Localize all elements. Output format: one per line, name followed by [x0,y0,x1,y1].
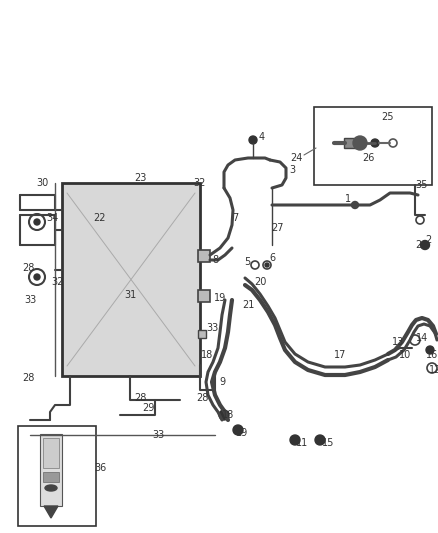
Text: 12: 12 [429,365,438,375]
Circle shape [420,240,430,249]
Text: 25: 25 [382,112,394,122]
Bar [198,250,210,262]
Text: 16: 16 [426,350,438,360]
Text: 18: 18 [222,410,234,420]
Bar [43,438,59,468]
Text: 18: 18 [201,350,213,360]
Text: 22: 22 [94,213,106,223]
Text: 33: 33 [206,323,218,333]
Text: 15: 15 [322,438,334,448]
Bar [43,472,59,482]
Text: 36: 36 [94,463,106,473]
Bar [40,434,62,506]
Text: 2: 2 [415,240,421,250]
Circle shape [249,136,257,144]
Text: 10: 10 [399,350,411,360]
Ellipse shape [45,485,57,491]
Text: 19: 19 [214,293,226,303]
Text: 17: 17 [334,350,346,360]
Text: 1: 1 [345,194,351,204]
Text: 30: 30 [36,178,48,188]
Bar [344,138,356,148]
Text: 28: 28 [22,263,34,273]
Circle shape [29,432,35,438]
Bar [62,183,200,376]
Text: 8: 8 [212,255,218,265]
Text: 24: 24 [290,153,302,163]
Bar [18,426,96,526]
Text: 20: 20 [254,277,266,287]
Text: 6: 6 [269,253,275,263]
Text: 13: 13 [392,337,404,347]
Bar [314,107,432,185]
Text: 35: 35 [416,180,428,190]
Circle shape [352,201,358,208]
Text: 2: 2 [425,235,431,245]
Text: 23: 23 [134,173,146,183]
Circle shape [371,139,379,147]
Text: 19: 19 [236,428,248,438]
Text: 5: 5 [244,257,250,267]
Text: 14: 14 [416,333,428,343]
Polygon shape [44,506,58,518]
Circle shape [219,410,229,420]
Text: 34: 34 [46,213,58,223]
Text: 28: 28 [196,393,208,403]
Circle shape [315,435,325,445]
Text: 32: 32 [52,277,64,287]
Text: 4: 4 [259,132,265,142]
Circle shape [265,263,269,267]
Text: 33: 33 [24,295,36,305]
Text: 28: 28 [22,373,34,383]
Bar [198,330,206,338]
Circle shape [34,274,40,280]
Circle shape [34,219,40,225]
Text: 11: 11 [296,438,308,448]
Text: 3: 3 [289,165,295,175]
Text: 29: 29 [142,403,154,413]
Circle shape [290,435,300,445]
Text: 9: 9 [219,377,225,387]
Text: 28: 28 [134,393,146,403]
Text: 7: 7 [232,213,238,223]
Text: 27: 27 [272,223,284,233]
Text: 32: 32 [194,178,206,188]
Text: 26: 26 [362,153,374,163]
Bar [198,290,210,302]
Circle shape [353,136,367,150]
Text: 21: 21 [242,300,254,310]
Circle shape [426,346,434,354]
Circle shape [233,425,243,435]
Text: 33: 33 [152,430,164,440]
Text: 31: 31 [124,290,136,300]
